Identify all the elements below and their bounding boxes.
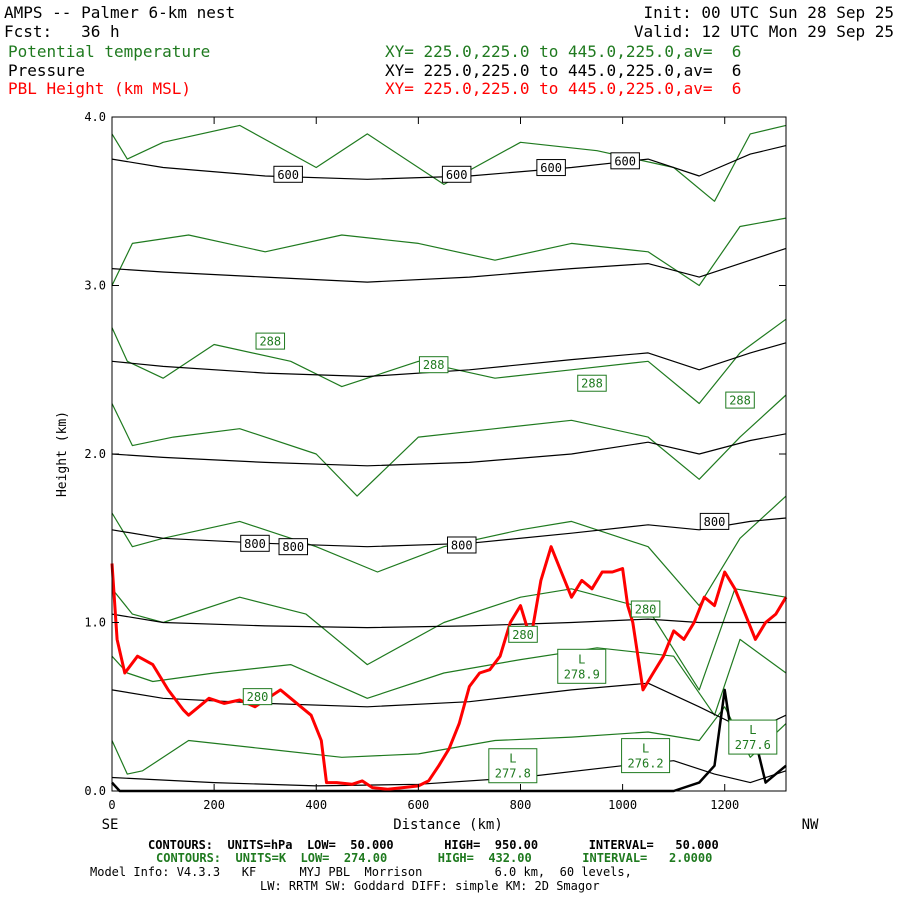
x-tick-label: 200 xyxy=(203,798,225,812)
y-tick-label: 1.0 xyxy=(84,616,106,630)
x-axis-label: Distance (km) xyxy=(393,817,503,833)
pressure-contour-label: 800 xyxy=(451,538,473,552)
x-tick-label: 1200 xyxy=(710,798,739,812)
theta-contour-label: 288 xyxy=(423,358,445,372)
theta-contour-label-box xyxy=(242,688,273,706)
pressure-contour-line xyxy=(111,145,787,180)
pressure-contour-line xyxy=(111,247,787,283)
footer-model-physics: LW: RRTM SW: Goddard DIFF: simple KM: 2D… xyxy=(260,879,600,893)
pbl-height xyxy=(110,545,788,791)
theta-contour-label: 280 xyxy=(635,603,657,617)
footer-contours-theta: CONTOURS: UNITS=K LOW= 274.00 HIGH= 432.… xyxy=(156,851,713,865)
theta-contour-label-box xyxy=(630,600,661,618)
theta-contour-label-box xyxy=(577,374,607,392)
theta-contour-label-box xyxy=(418,356,449,374)
terrain xyxy=(111,688,787,793)
pressure-contour-label: 600 xyxy=(277,168,299,182)
low-center-box xyxy=(488,748,538,784)
theta-contour-label: 288 xyxy=(581,377,603,391)
forecast-hour: Fcst: 36 h xyxy=(4,22,120,41)
pressure-contour-label: 600 xyxy=(446,168,468,182)
pressure-contour-label: 800 xyxy=(282,540,304,554)
x-left-label: SE xyxy=(102,817,119,833)
y-tick-label: 4.0 xyxy=(84,110,106,124)
theta-contour-label: 280 xyxy=(512,628,534,642)
x-right-label: NW xyxy=(802,817,819,833)
pressure-contour-label-box xyxy=(536,159,566,177)
x-tick-label: 400 xyxy=(305,798,327,812)
low-center-letter: L xyxy=(642,742,649,756)
pressure-contour-label: 600 xyxy=(614,154,636,168)
field-pressure-name: Pressure xyxy=(8,61,86,80)
pressure-contour-label-box xyxy=(441,165,472,183)
plot-frame xyxy=(111,116,787,792)
init-time: Init: 00 UTC Sun 28 Sep 25 xyxy=(643,3,894,22)
field-pressure-xy: XY= 225.0,225.0 to 445.0,225.0,av= 6 xyxy=(385,61,742,80)
axes: 0 200 400 600 800 1000 1200 0.0 1.0 2.0 3.0 4.0 xyxy=(84,110,786,812)
theta-contour-line xyxy=(111,124,787,202)
y-tick-label: 2.0 xyxy=(84,447,106,461)
field-pbl-xy: XY= 225.0,225.0 to 445.0,225.0,av= 6 xyxy=(385,79,742,98)
pbl-height-line xyxy=(110,545,788,791)
plot-title: AMPS -- Palmer 6-km nest xyxy=(4,3,236,22)
theta-contour-line xyxy=(111,217,787,287)
y-axis-label: Height (km) xyxy=(55,411,70,497)
low-center-value: 276.2 xyxy=(628,757,664,771)
low-center-box xyxy=(621,738,671,774)
pressure-contour-line xyxy=(111,613,786,629)
y-tick-label: 3.0 xyxy=(84,279,106,293)
low-center-value: 278.9 xyxy=(564,667,600,681)
terrain-line xyxy=(111,688,787,793)
field-theta-name: Potential temperature xyxy=(8,42,211,61)
pressure-contour-label: 800 xyxy=(704,515,726,529)
theta-contour-label-box xyxy=(725,391,755,409)
low-center-letter: L xyxy=(749,723,756,737)
pressure-contour-label-box xyxy=(610,152,640,170)
pressure-contour-label-box xyxy=(699,512,730,530)
pressure-contour-label: 800 xyxy=(244,537,266,551)
theta-contour-line xyxy=(111,318,787,405)
theta-contour-label-box xyxy=(255,332,286,350)
low-center-box xyxy=(557,648,607,684)
low-center-value: 277.8 xyxy=(495,767,531,781)
theta-contour-label: 288 xyxy=(259,335,281,349)
pressure-contour-line xyxy=(111,433,787,467)
x-tick-label: 0 xyxy=(108,798,115,812)
y-tick-label: 0.0 xyxy=(84,784,106,798)
theta-contour-label: 280 xyxy=(247,690,269,704)
low-center-letter: L xyxy=(578,652,585,666)
x-tick-label: 1000 xyxy=(608,798,637,812)
field-theta-xy: XY= 225.0,225.0 to 445.0,225.0,av= 6 xyxy=(385,42,742,61)
low-center-value: 277.6 xyxy=(735,738,771,752)
theta-contour-line xyxy=(111,638,787,716)
valid-time: Valid: 12 UTC Mon 29 Sep 25 xyxy=(633,22,894,41)
footer-model-info: Model Info: V4.3.3 KF MYJ PBL Morrison 6… xyxy=(90,865,632,879)
pressure-contour-label-box xyxy=(273,165,303,183)
theta-contours xyxy=(111,124,787,775)
pressure-contour-line xyxy=(111,342,787,378)
field-pbl-name: PBL Height (km MSL) xyxy=(8,79,192,98)
low-center-box xyxy=(728,719,778,755)
theta-contour-label-box xyxy=(508,625,538,643)
x-tick-label: 800 xyxy=(510,798,532,812)
contour-labels: 600 600 600 600 800 800 800 800 288 288 288 288 280 2… xyxy=(240,152,778,784)
pressure-contour-label-box xyxy=(240,534,270,552)
pressure-contours xyxy=(111,145,787,787)
pressure-contour-label-box xyxy=(278,538,309,556)
pressure-contour-line xyxy=(111,682,787,733)
theta-contour-line xyxy=(111,394,787,497)
footer-contours-pressure: CONTOURS: UNITS=hPa LOW= 50.000 HIGH= 95… xyxy=(148,838,719,852)
theta-contour-label: 288 xyxy=(729,394,751,408)
low-center-letter: L xyxy=(509,752,516,766)
pressure-contour-label-box xyxy=(447,536,477,554)
x-tick-label: 600 xyxy=(408,798,430,812)
pressure-contour-line xyxy=(111,760,787,787)
pressure-contour-label: 600 xyxy=(540,161,562,175)
